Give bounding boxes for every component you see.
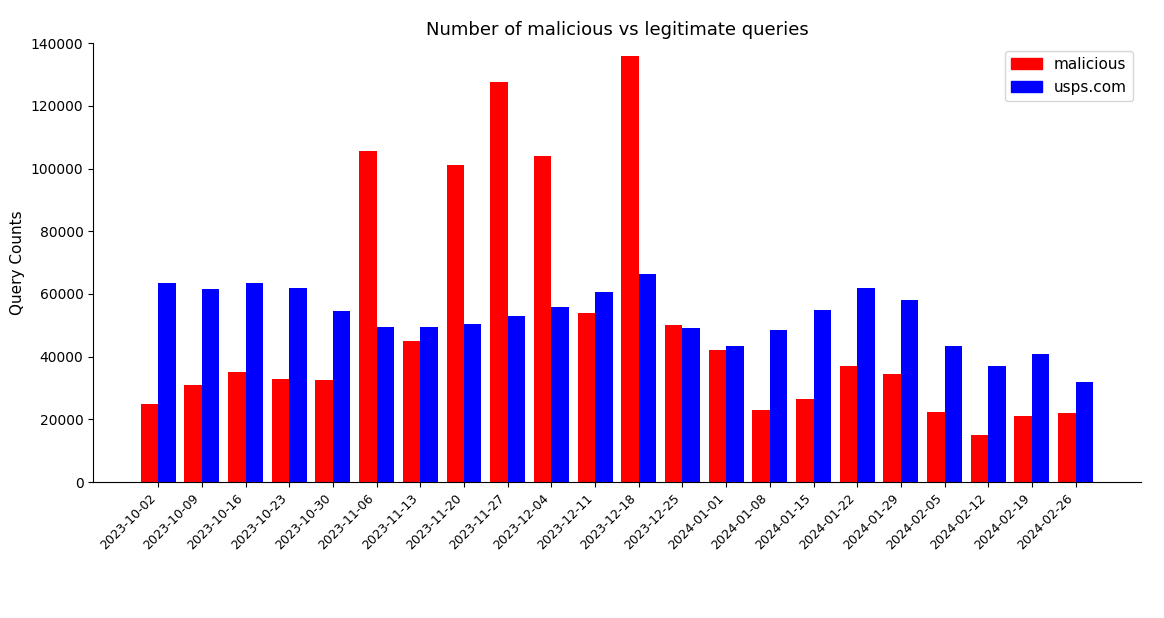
Bar	[1032, 353, 1050, 482]
Bar	[272, 379, 290, 482]
Bar	[971, 435, 988, 482]
Bar	[944, 345, 961, 482]
Bar	[290, 288, 307, 482]
Legend: malicious, usps.com: malicious, usps.com	[1005, 51, 1133, 101]
Bar	[814, 310, 831, 482]
Bar	[595, 292, 612, 482]
Bar	[490, 82, 508, 482]
Title: Number of malicious vs legitimate queries: Number of malicious vs legitimate querie…	[426, 21, 808, 39]
Bar	[403, 341, 420, 482]
Bar	[420, 327, 438, 482]
Bar	[184, 385, 201, 482]
Bar	[201, 289, 219, 482]
Y-axis label: Query Counts: Query Counts	[10, 210, 26, 315]
Bar	[360, 151, 377, 482]
Bar	[883, 374, 901, 482]
Bar	[377, 327, 395, 482]
Bar	[464, 324, 482, 482]
Bar	[639, 274, 656, 482]
Bar	[141, 404, 158, 482]
Bar	[315, 380, 333, 482]
Bar	[158, 283, 176, 482]
Bar	[752, 410, 769, 482]
Bar	[447, 166, 464, 482]
Bar	[246, 283, 263, 482]
Bar	[769, 330, 787, 482]
Bar	[927, 412, 944, 482]
Bar	[577, 313, 595, 482]
Bar	[1058, 413, 1076, 482]
Bar	[508, 316, 525, 482]
Bar	[726, 345, 744, 482]
Bar	[901, 300, 918, 482]
Bar	[228, 372, 246, 482]
Bar	[333, 311, 350, 482]
Bar	[709, 350, 726, 482]
Bar	[622, 56, 639, 482]
Bar	[1015, 417, 1032, 482]
Bar	[534, 156, 552, 482]
Bar	[857, 288, 874, 482]
Bar	[682, 329, 700, 482]
Bar	[665, 325, 682, 482]
Bar	[988, 366, 1006, 482]
Bar	[552, 307, 569, 482]
Bar	[1076, 382, 1093, 482]
Bar	[839, 366, 857, 482]
Bar	[796, 399, 814, 482]
